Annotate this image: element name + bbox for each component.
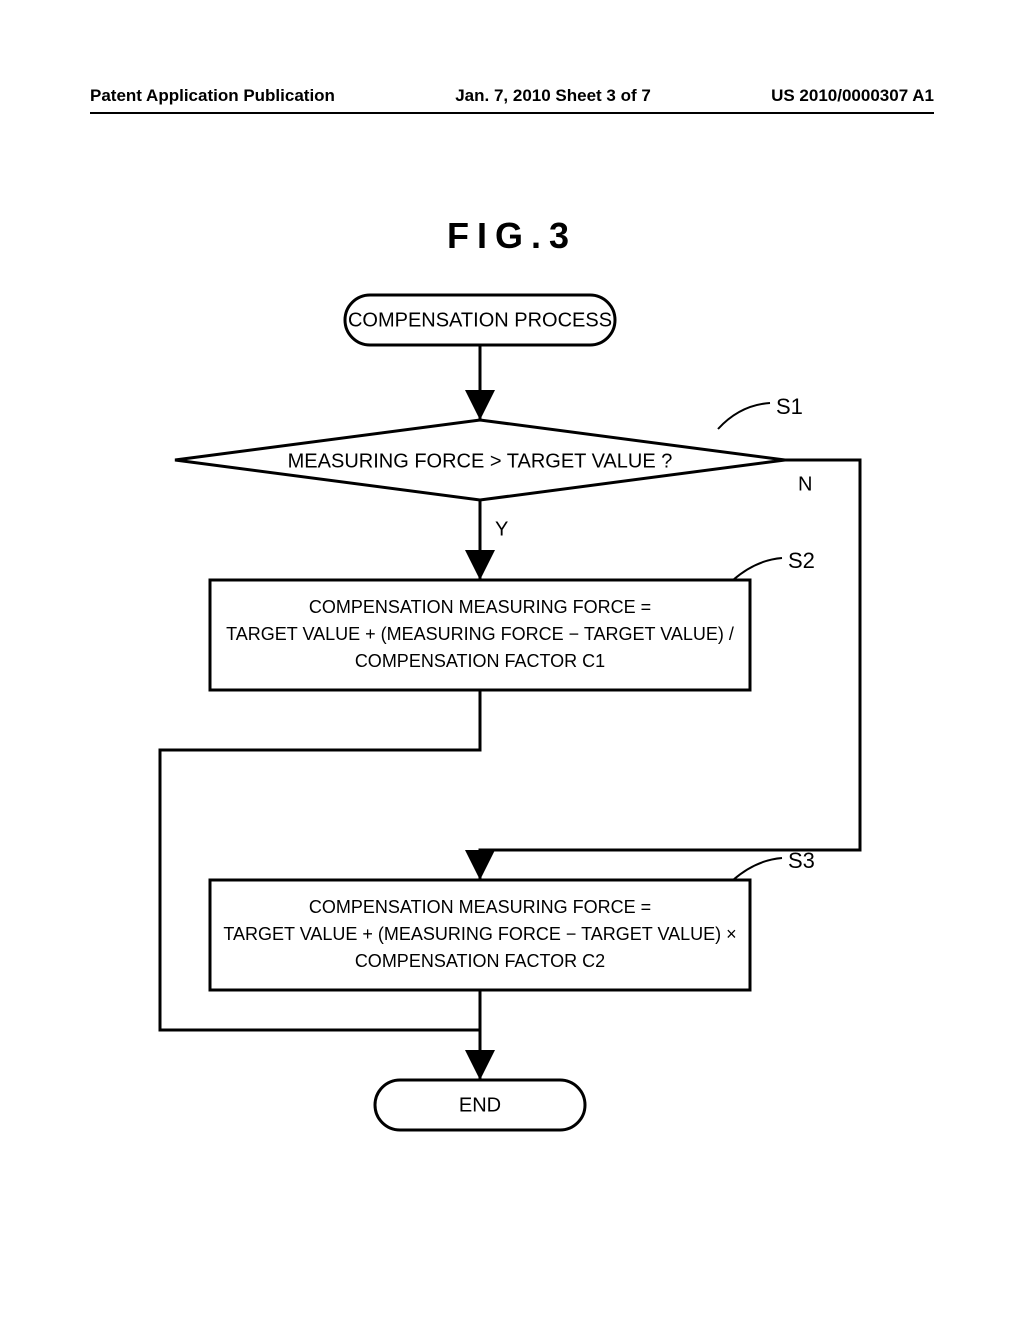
figure-title: FIG.3 [0,215,1024,257]
flowchart: COMPENSATION PROCESS MEASURING FORCE > T… [120,290,920,1160]
header-right: US 2010/0000307 A1 [771,86,934,106]
no-label: N [798,473,812,495]
header-center: Jan. 7, 2010 Sheet 3 of 7 [455,86,651,106]
s3-line3: COMPENSATION FACTOR C2 [355,951,605,971]
decision-text: MEASURING FORCE > TARGET VALUE ? [288,450,673,472]
page-header: Patent Application Publication Jan. 7, 2… [90,86,934,106]
start-label: COMPENSATION PROCESS [348,309,612,331]
header-left: Patent Application Publication [90,86,335,106]
header-rule [90,112,934,114]
yes-label: Y [495,518,508,540]
leader-s3 [733,858,782,880]
s2-line1: COMPENSATION MEASURING FORCE = [309,597,651,617]
step-s2: S2 [788,548,815,573]
s3-line1: COMPENSATION MEASURING FORCE = [309,897,651,917]
step-s1: S1 [776,394,803,419]
end-label: END [459,1094,501,1116]
s2-line2: TARGET VALUE + (MEASURING FORCE − TARGET… [226,624,734,644]
leader-s2 [733,558,782,580]
step-s3: S3 [788,848,815,873]
s2-line3: COMPENSATION FACTOR C1 [355,651,605,671]
s3-line2: TARGET VALUE + (MEASURING FORCE − TARGET… [223,924,736,944]
leader-s1 [718,403,770,429]
